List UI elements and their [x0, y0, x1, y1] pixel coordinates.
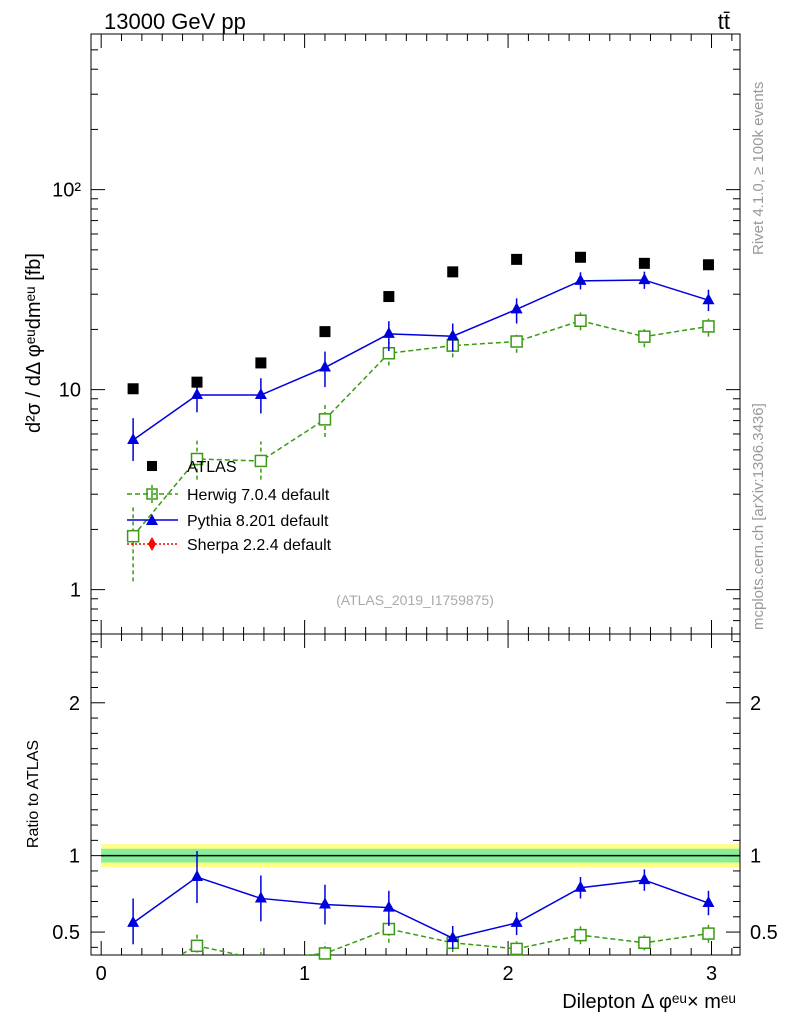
herwig-line — [132, 319, 709, 537]
atlas-data-point — [447, 266, 459, 278]
x-axis-title: Dilepton Δ φᵉᵘ× mᵉᵘ — [562, 991, 736, 1013]
legend-atlas-marker — [147, 461, 157, 471]
pythia-point — [638, 273, 651, 285]
ratio-x-tick-label: 0 — [96, 963, 107, 985]
herwig-point — [702, 320, 715, 333]
herwig-point — [510, 335, 523, 348]
herwig-ratio-point — [638, 936, 651, 950]
pythia-ratio-point — [702, 896, 715, 908]
process-label: 13000 GeV pp — [104, 9, 246, 34]
main-y-tick-label: 10 — [59, 380, 81, 402]
ratio-y-axis-title: Ratio to ATLAS — [25, 740, 42, 848]
ratio-y-tick-label: 0.5 — [750, 922, 778, 944]
pythia-point — [254, 388, 267, 400]
atlas-data-point — [638, 257, 650, 269]
atlas-data-point — [511, 253, 523, 265]
atlas-data-point — [383, 291, 395, 303]
rivet-label: Rivet 4.1.0, ≥ 100k events — [750, 82, 767, 255]
legend-pythia-label: Pythia 8.201 default — [187, 513, 329, 530]
pythia-line — [132, 279, 709, 441]
pythia-point — [127, 432, 140, 444]
pythia-ratio-point — [446, 931, 459, 943]
atlas-data-point — [255, 357, 267, 369]
main-y-axis-title: d²σ / dΔ φᵉᵘdmᵉᵘ [fb] — [23, 253, 45, 433]
atlas-data-point — [574, 251, 586, 263]
ratio-y-tick-label: 0.5 — [52, 922, 80, 944]
pythia-ratio-point — [254, 891, 267, 903]
herwig-point — [126, 529, 140, 543]
main-y-tick-label: 10² — [52, 180, 81, 202]
ratio-y-tick-label: 2 — [69, 693, 80, 715]
main-plot-area: 1 10 10² — [52, 33, 741, 635]
legend: ATLAS Herwig 7.0.4 default Pythia 8.201 … — [127, 459, 332, 554]
herwig-point — [190, 452, 204, 466]
ratio-y-tick-label: 1 — [69, 846, 80, 868]
herwig-ratio-point — [190, 939, 204, 953]
pythia-point — [318, 360, 331, 372]
legend-sherpa-marker — [148, 537, 156, 551]
ratio-x-tick-label: 3 — [706, 963, 717, 985]
ratio-y-tick-label: 1 — [750, 846, 761, 868]
pythia-ratio-point — [190, 870, 203, 882]
pythia-point — [446, 329, 459, 341]
ratio-x-tick-label: 1 — [299, 963, 310, 985]
legend-herwig-label: Herwig 7.0.4 default — [187, 487, 330, 504]
herwig-point — [638, 330, 651, 343]
herwig-point — [318, 413, 332, 426]
herwig-ratio-point — [574, 928, 587, 942]
ratio-y-tick-label: 2 — [750, 693, 761, 715]
pythia-ratio-point — [574, 880, 587, 892]
pythia-ratio-point — [510, 915, 523, 927]
atlas-data-point — [127, 383, 139, 395]
legend-pythia-marker — [146, 514, 158, 525]
legend-atlas-label: ATLAS — [187, 459, 237, 476]
legend-sherpa-label: Sherpa 2.2.4 default — [187, 537, 332, 554]
pythia-point — [510, 302, 523, 314]
pythia-ratio-point — [318, 897, 331, 909]
ratio-x-tick-label: 2 — [503, 963, 514, 985]
pythia-point — [574, 273, 587, 285]
pythia-point — [382, 326, 395, 338]
herwig-ratio-point — [702, 927, 715, 940]
atlas-data-point — [319, 326, 331, 338]
pythia-point — [702, 293, 715, 305]
mcplots-label: mcplots.cern.ch [arXiv:1306.3436] — [750, 403, 767, 630]
pythia-point — [190, 388, 203, 400]
pythia-ratio-line — [132, 876, 709, 939]
ratio-plot-frame — [90, 633, 741, 956]
channel-label: tt̄ — [718, 9, 730, 34]
main-y-tick-label: 1 — [70, 580, 81, 602]
pythia-ratio-point — [638, 873, 651, 885]
atlas-data-point — [702, 259, 714, 271]
herwig-ratio-line — [178, 928, 709, 955]
analysis-watermark: (ATLAS_2019_I1759875) — [336, 592, 494, 608]
pythia-ratio-point — [382, 900, 395, 912]
ratio-plot-area: 0 1 2 3 0.5 0.5 1 1 2 2 — [52, 633, 778, 985]
pythia-ratio-point — [127, 915, 140, 927]
legend-herwig-marker — [146, 488, 158, 500]
herwig-point — [254, 454, 268, 468]
herwig-point — [574, 314, 587, 328]
herwig-ratio-point — [510, 942, 523, 956]
herwig-ratio-point — [318, 947, 332, 960]
atlas-data-point — [191, 376, 203, 388]
